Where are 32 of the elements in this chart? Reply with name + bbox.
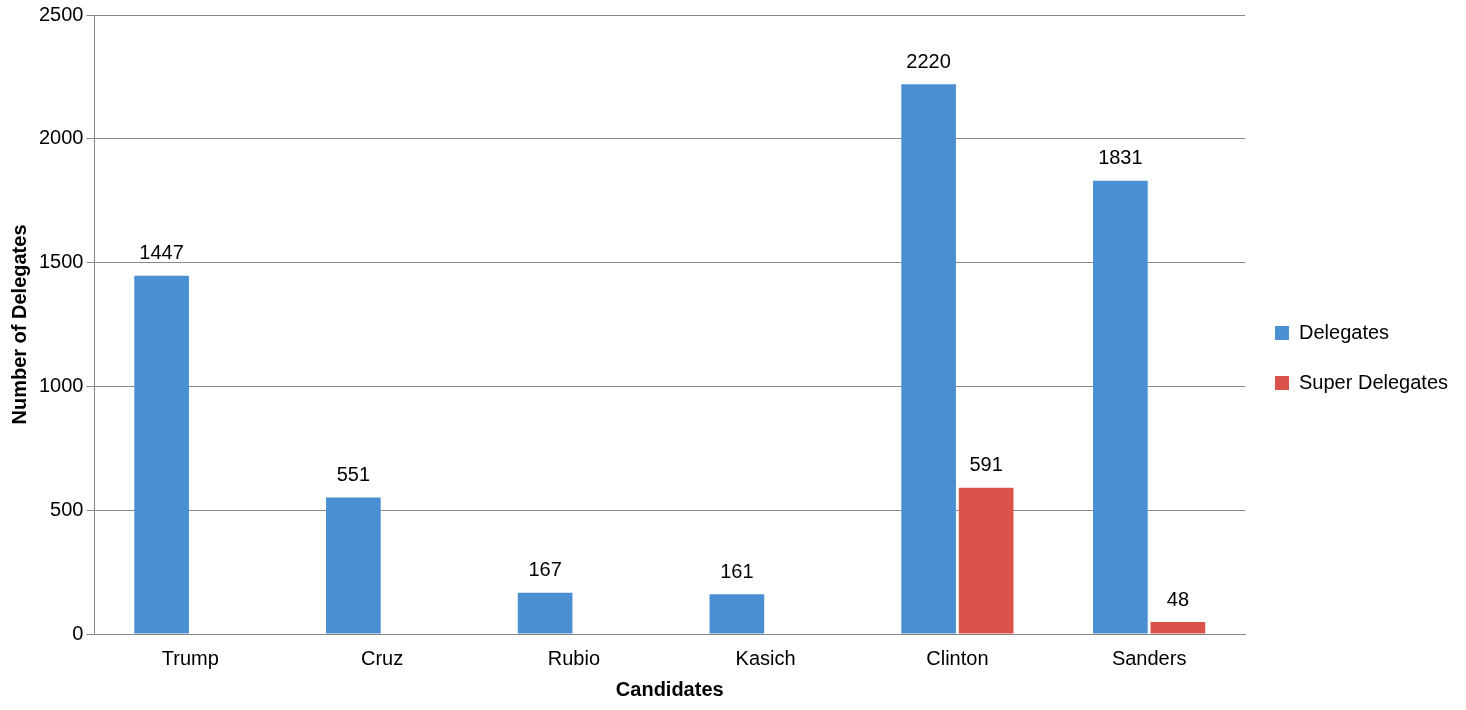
y-tick-label: 500	[50, 497, 84, 520]
y-tick-label: 2500	[38, 2, 84, 25]
legend-label: Super Delegates	[1299, 370, 1448, 393]
y-axis-title: Number of Delegates	[7, 224, 30, 425]
data-label: 48	[1166, 587, 1190, 610]
data-label: 551	[336, 463, 371, 486]
bar	[709, 594, 765, 634]
x-tick-label: Cruz	[361, 646, 404, 669]
x-tick-label: Kasich	[735, 646, 796, 669]
bar	[134, 275, 189, 634]
legend-label: Delegates	[1299, 320, 1390, 343]
bar	[958, 487, 1014, 634]
data-label: 591	[969, 453, 1003, 476]
y-tick-label: 1500	[38, 250, 84, 273]
bar	[1150, 622, 1206, 634]
y-tick-label: 0	[72, 621, 84, 644]
x-tick-label: Clinton	[926, 646, 989, 669]
x-tick-label: Sanders	[1111, 646, 1187, 669]
x-tick-label: Rubio	[547, 646, 601, 669]
x-tick-label: Trump	[161, 646, 219, 669]
bar	[901, 84, 956, 634]
data-label: 1831	[1098, 146, 1143, 169]
data-label: 161	[720, 559, 754, 582]
data-label: 2220	[906, 49, 951, 72]
bar	[1093, 180, 1148, 634]
y-tick-label: 2000	[38, 126, 84, 149]
x-axis-title: Candidates	[615, 677, 724, 700]
data-label: 167	[528, 558, 562, 581]
bar	[517, 592, 573, 634]
bar	[326, 497, 381, 634]
y-tick-label: 1000	[38, 373, 84, 396]
data-label: 1447	[139, 241, 184, 264]
